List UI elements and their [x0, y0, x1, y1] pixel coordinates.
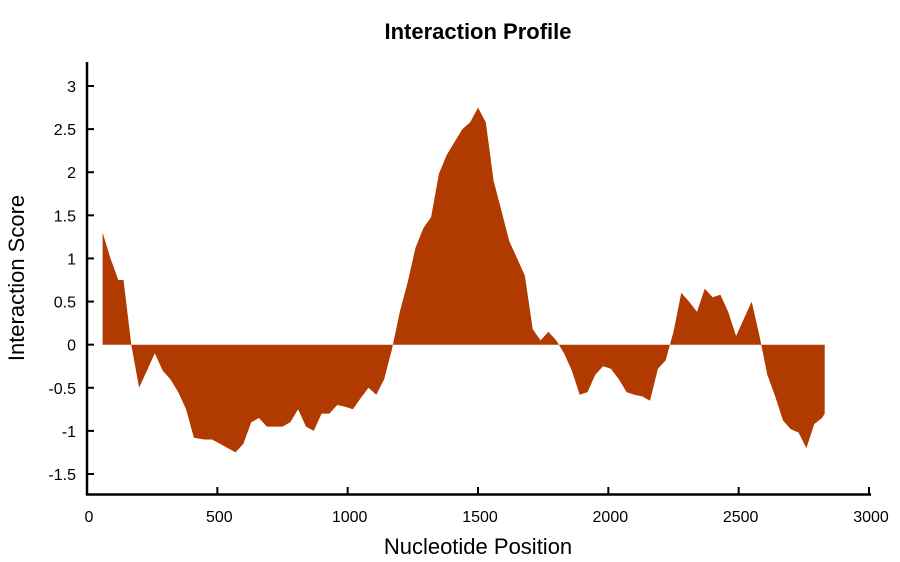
y-axis-label: Interaction Score [4, 195, 29, 361]
y-tick-label: 2 [67, 165, 76, 182]
y-tick-label: 0 [67, 338, 76, 355]
x-tick-label: 3000 [853, 509, 889, 526]
x-tick-label: 2000 [593, 509, 629, 526]
y-tick-label: 3 [67, 79, 76, 96]
x-tick-label: 500 [206, 509, 233, 526]
y-tick-label: -1 [62, 424, 76, 441]
interaction-score-area [102, 107, 825, 453]
y-tick-label: -1.5 [48, 467, 76, 484]
y-tick-label: -0.5 [48, 381, 76, 398]
chart-title: Interaction Profile [384, 19, 571, 44]
x-tick-label: 1500 [462, 509, 498, 526]
y-tick-label: 1.5 [54, 208, 76, 225]
x-tick-label: 2500 [723, 509, 759, 526]
x-axis-ticks: 0 500 1000 1500 2000 2500 3000 [85, 487, 889, 526]
y-tick-label: 0.5 [54, 295, 76, 312]
plot-area [102, 107, 825, 453]
x-axis-label: Nucleotide Position [384, 534, 572, 559]
y-tick-label: 2.5 [54, 122, 76, 139]
x-tick-label: 1000 [332, 509, 368, 526]
y-axis-ticks: 3 2.5 2 1.5 1 0.5 0 -0.5 -1 -1.5 [48, 79, 94, 484]
y-tick-label: 1 [67, 251, 76, 268]
x-tick-label: 0 [85, 509, 94, 526]
